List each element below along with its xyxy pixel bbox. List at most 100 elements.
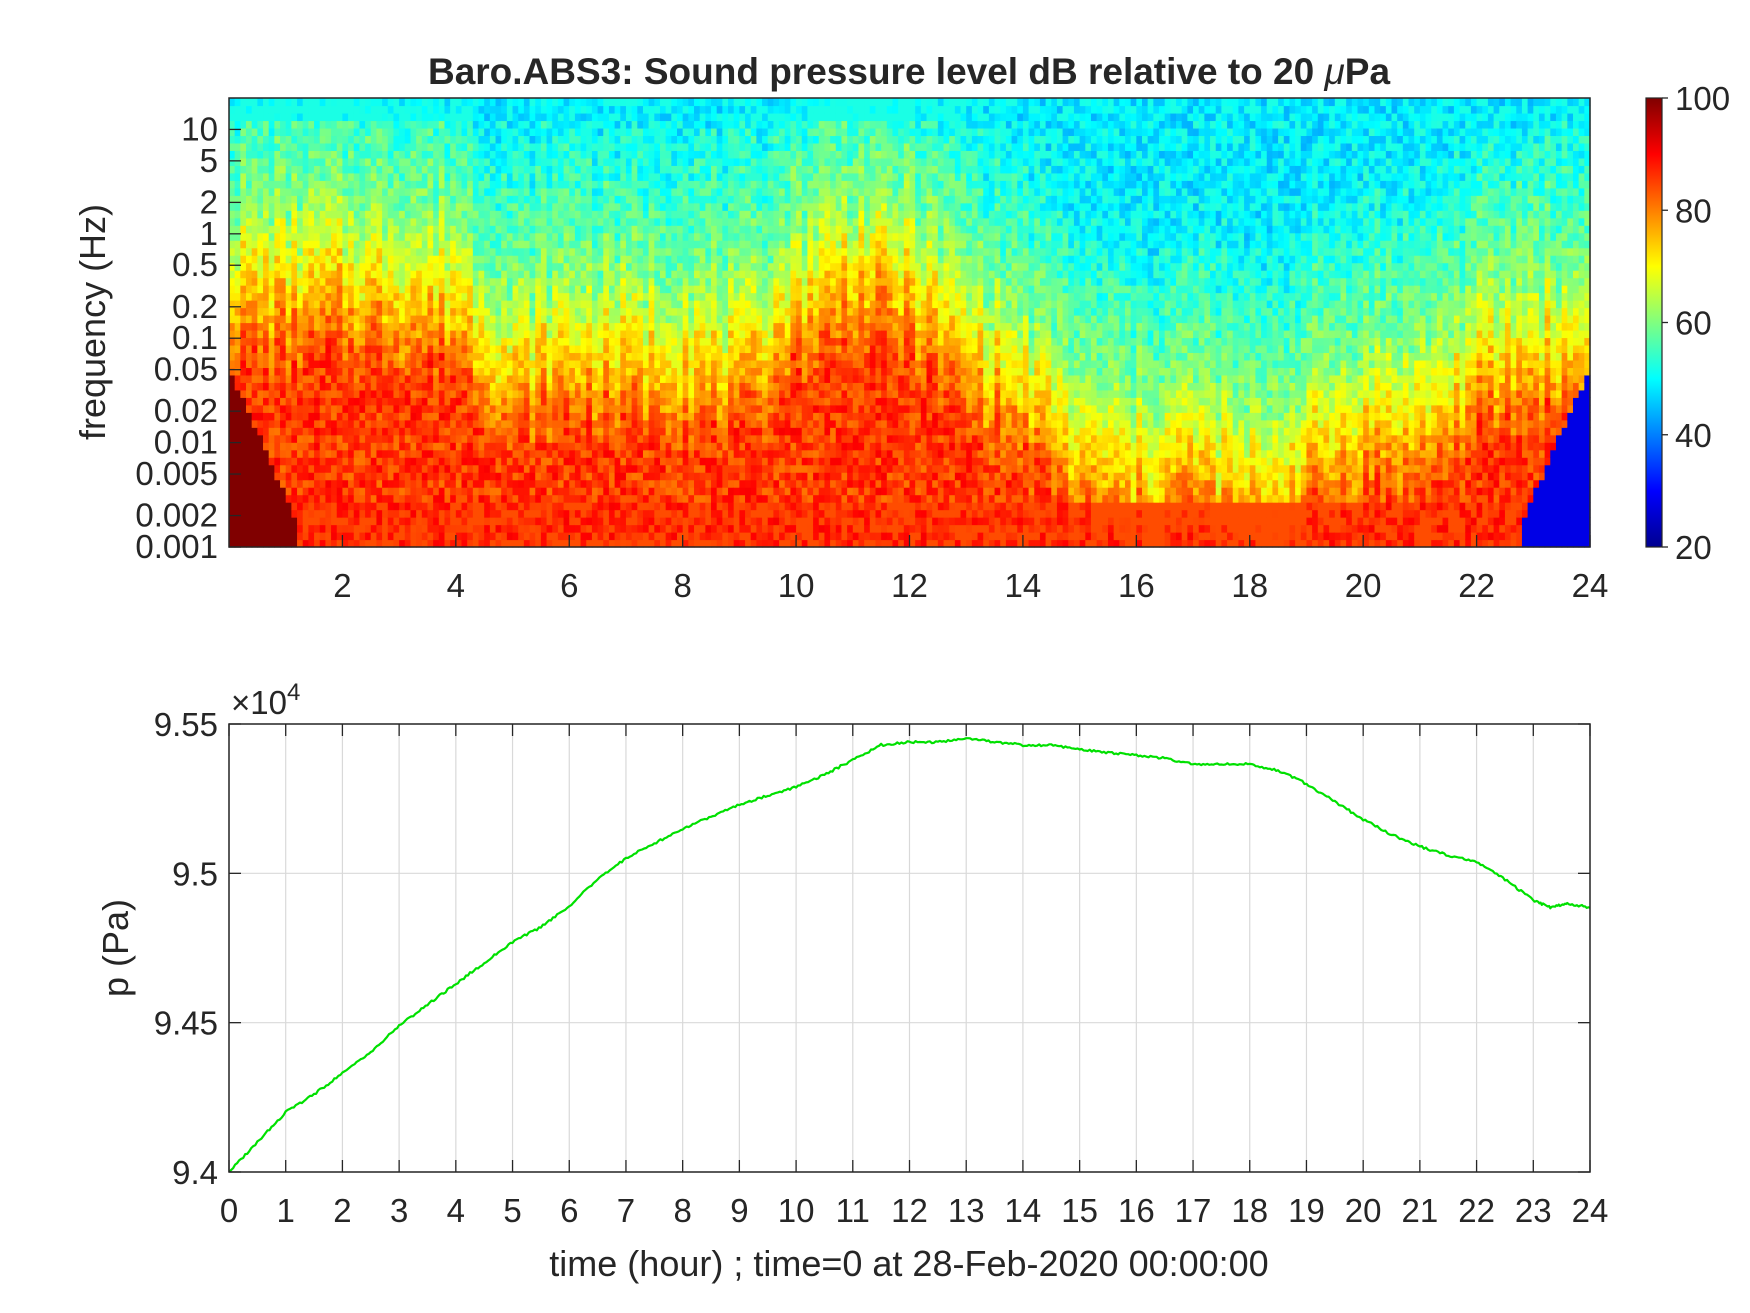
heatmap-cell: [421, 300, 429, 309]
heatmap-cell: [557, 150, 565, 159]
heatmap-cell: [665, 389, 672, 398]
heatmap-cell: [620, 539, 627, 548]
heatmap-cell: [484, 247, 491, 256]
heatmap-cell: [438, 172, 446, 181]
heatmap-cell: [557, 397, 565, 406]
heatmap-cell: [257, 180, 264, 189]
heatmap-cell: [625, 135, 633, 144]
heatmap-cell: [580, 142, 587, 151]
heatmap-cell: [506, 322, 514, 331]
heatmap-cell: [631, 329, 638, 339]
heatmap-cell: [682, 329, 689, 339]
heatmap-cell: [365, 479, 372, 488]
heatmap-cell: [489, 419, 497, 428]
heatmap-cell: [387, 315, 395, 324]
heatmap-cell: [671, 442, 678, 451]
heatmap-cell: [654, 389, 661, 398]
heatmap-cell: [399, 135, 406, 144]
heatmap-cell: [246, 180, 253, 189]
heatmap-cell: [314, 457, 321, 466]
heatmap-cell: [229, 195, 236, 204]
heatmap-cell: [552, 427, 559, 436]
heatmap-cell: [637, 300, 644, 309]
heatmap-cell: [682, 539, 689, 548]
heatmap-cell: [246, 539, 253, 548]
heatmap-cell: [625, 127, 633, 137]
heatmap-cell: [529, 165, 536, 174]
heatmap-cell: [478, 210, 485, 219]
heatmap-cell: [608, 442, 616, 451]
heatmap-cell: [682, 300, 689, 309]
heatmap-cell: [659, 419, 667, 428]
heatmap-cell: [529, 449, 536, 458]
heatmap-cell: [427, 150, 434, 159]
heatmap-cell: [319, 172, 326, 181]
heatmap-cell: [603, 539, 610, 548]
heatmap-cell: [677, 247, 684, 256]
heatmap-cell: [659, 464, 667, 473]
heatmap-cell: [257, 322, 264, 331]
heatmap-cell: [427, 300, 434, 309]
heatmap-cell: [489, 142, 497, 151]
heatmap-cell: [348, 172, 355, 181]
heatmap-cell: [478, 157, 485, 166]
heatmap-cell: [694, 457, 701, 466]
heatmap-cell: [518, 165, 525, 174]
heatmap-cell: [586, 210, 593, 219]
heatmap-cell: [614, 329, 621, 339]
heatmap-cell: [569, 217, 576, 226]
heatmap-cell: [416, 352, 423, 361]
heatmap-cell: [489, 120, 497, 129]
heatmap-cell: [620, 352, 627, 361]
heatmap-cell: [665, 487, 672, 496]
heatmap-cell: [478, 412, 485, 421]
heatmap-cell: [268, 329, 275, 339]
heatmap-cell: [631, 532, 638, 541]
heatmap-cell: [370, 344, 378, 354]
heatmap-cell: [682, 337, 689, 346]
heatmap-cell: [280, 270, 287, 279]
heatmap-cell: [387, 449, 395, 458]
heatmap-cell: [421, 344, 429, 354]
heatmap-cell: [455, 247, 463, 256]
heatmap-cell: [620, 127, 627, 137]
heatmap-cell: [557, 292, 565, 301]
heatmap-cell: [319, 98, 326, 107]
heatmap-cell: [580, 315, 587, 324]
heatmap-cell: [433, 344, 440, 354]
heatmap-cell: [325, 225, 332, 234]
heatmap-cell: [336, 487, 344, 496]
heatmap-cell: [489, 232, 497, 241]
heatmap-cell: [495, 270, 502, 279]
heatmap-cell: [495, 217, 502, 226]
heatmap-cell: [518, 427, 525, 436]
heatmap-cell: [501, 105, 508, 114]
heatmap-cell: [353, 127, 361, 137]
heatmap-cell: [280, 404, 287, 413]
heatmap-cell: [637, 329, 644, 339]
heatmap-cell: [574, 464, 582, 473]
heatmap-cell: [359, 127, 366, 137]
heatmap-cell: [654, 202, 661, 211]
heatmap-cell: [348, 464, 355, 473]
heatmap-cell: [625, 367, 633, 376]
heatmap-cell: [336, 112, 344, 122]
heatmap-cell: [614, 187, 621, 196]
heatmap-cell: [546, 367, 553, 376]
heatmap-cell: [455, 322, 463, 331]
heatmap-cell: [671, 240, 678, 249]
heatmap-cell: [365, 494, 372, 503]
heatmap-cell: [370, 329, 378, 339]
heatmap-cell: [280, 442, 287, 451]
heatmap-cell: [251, 442, 258, 451]
heatmap-cell: [314, 112, 321, 122]
heatmap-cell: [274, 255, 281, 264]
heatmap-cell: [319, 202, 326, 211]
heatmap-cell: [648, 509, 655, 518]
heatmap-cell: [302, 464, 309, 473]
heatmap-cell: [688, 524, 695, 533]
heatmap-cell: [518, 285, 525, 294]
heatmap-cell: [495, 210, 502, 219]
heatmap-cell: [410, 300, 417, 309]
heatmap-cell: [240, 120, 247, 129]
